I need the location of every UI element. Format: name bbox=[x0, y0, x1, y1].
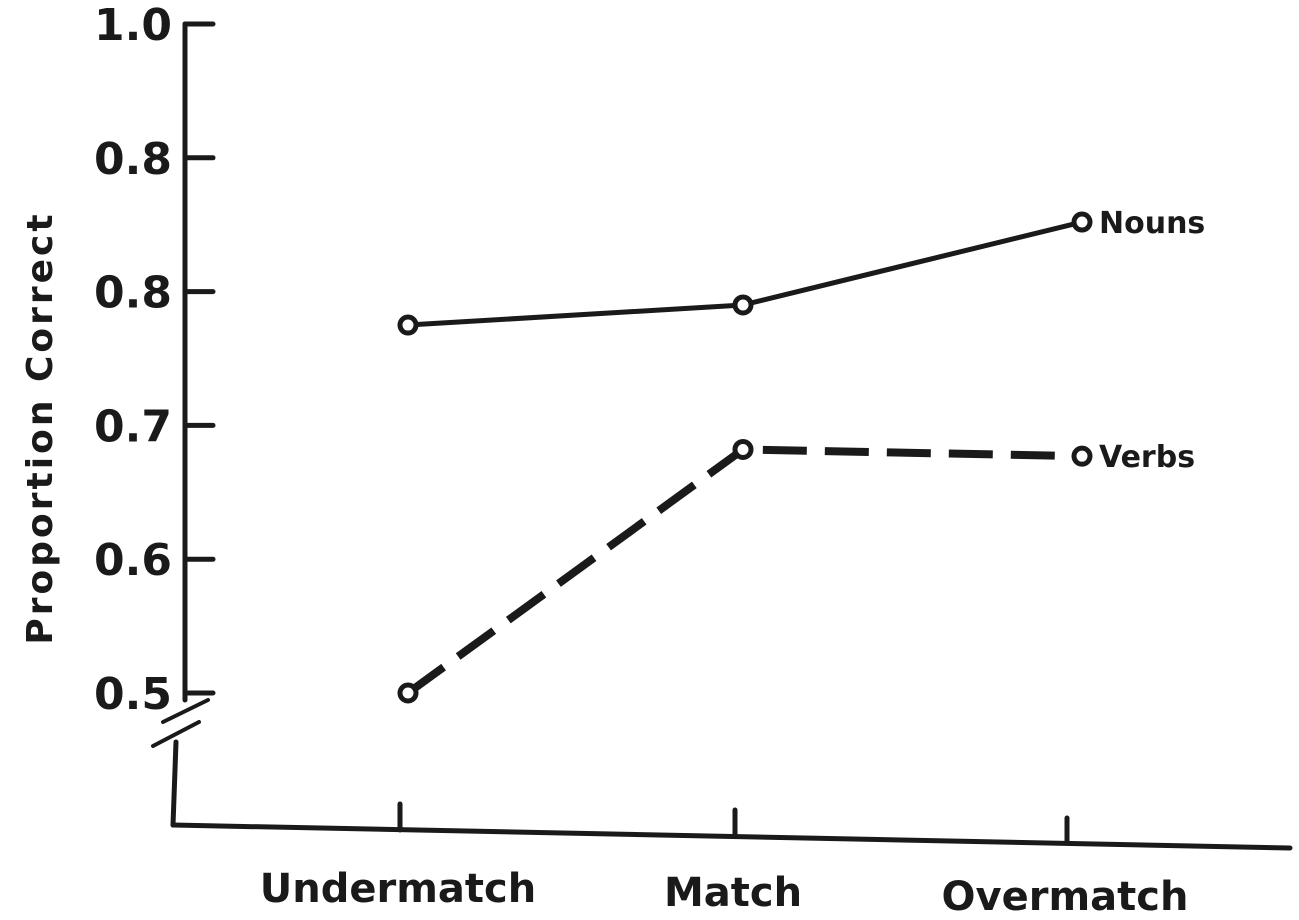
data-point bbox=[732, 438, 754, 460]
y-tick-label: 1.0 bbox=[94, 0, 172, 51]
data-point bbox=[1071, 445, 1093, 467]
x-axis-line bbox=[170, 822, 1293, 851]
y-tick-label: 0.5 bbox=[94, 669, 172, 720]
series: Nouns Verbs bbox=[397, 206, 1205, 704]
series-nouns: Nouns bbox=[397, 206, 1205, 336]
series-label: Verbs bbox=[1099, 440, 1195, 475]
y-tick-label: 0.8 bbox=[94, 134, 172, 185]
y-ticks: 0.5 0.6 0.7 0.8 0.8 1.0 bbox=[94, 0, 216, 720]
series-label: Nouns bbox=[1099, 206, 1205, 241]
y-tick-label: 0.6 bbox=[94, 535, 172, 586]
y-axis-label: Proportion Correct bbox=[20, 211, 61, 644]
y-tick-label: 0.8 bbox=[94, 268, 172, 319]
x-tick-label: Overmatch bbox=[942, 874, 1189, 920]
series-verbs: Verbs bbox=[397, 438, 1195, 704]
x-tick-label: Undermatch bbox=[260, 866, 536, 912]
data-point bbox=[397, 682, 419, 704]
data-point bbox=[397, 314, 419, 336]
data-point bbox=[732, 294, 754, 316]
data-point bbox=[1071, 211, 1093, 233]
axis-break-mark bbox=[151, 720, 201, 748]
y-axis-lower-line bbox=[170, 739, 179, 828]
x-ticks: Undermatch Match Overmatch bbox=[260, 801, 1189, 920]
axis-break-mark bbox=[161, 698, 210, 724]
axes bbox=[151, 21, 1293, 851]
y-tick-label: 0.7 bbox=[94, 401, 172, 452]
series-line-verbs bbox=[405, 445, 1083, 697]
x-tick-label: Match bbox=[664, 870, 802, 916]
